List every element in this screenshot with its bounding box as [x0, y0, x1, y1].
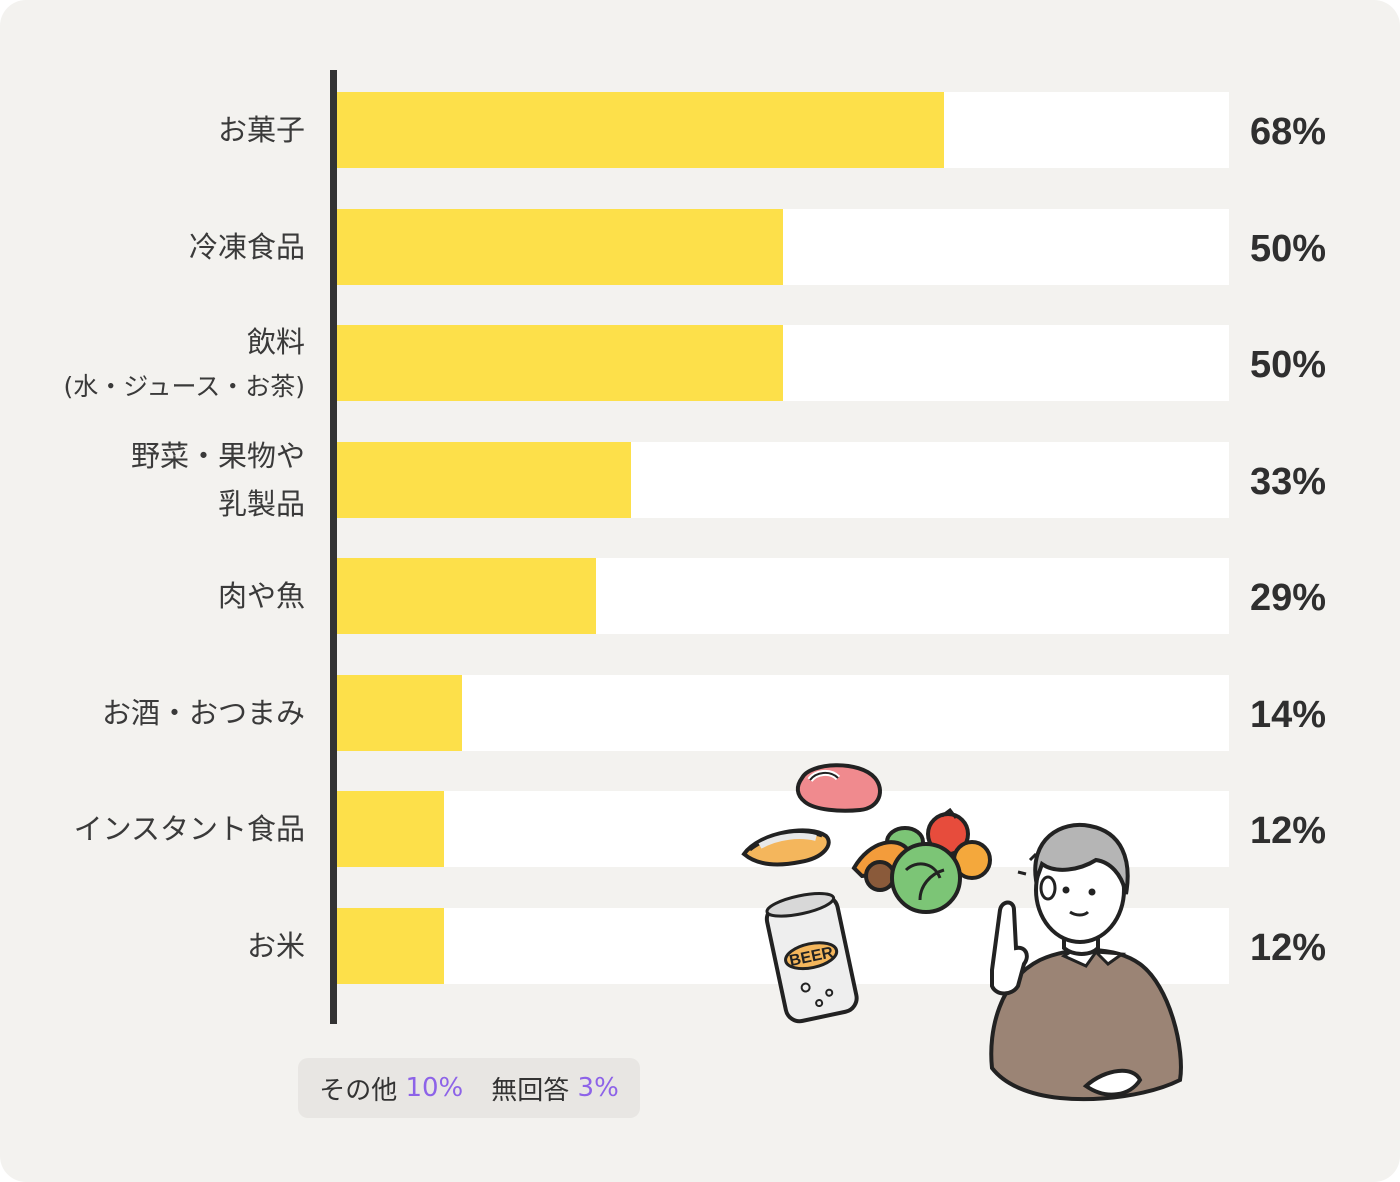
value-label: 68% — [1250, 111, 1327, 153]
meat-icon — [795, 763, 882, 813]
category-label-line: お酒・おつまみ — [101, 696, 305, 730]
bar-row: お菓子 68% — [0, 92, 1400, 168]
category-label: 冷凍食品 — [189, 209, 305, 285]
category-label-line: (水・ジュース・お茶) — [63, 372, 305, 401]
value-label: 50% — [1250, 344, 1327, 386]
category-label: 飲料 (水・ジュース・お茶) — [63, 325, 305, 401]
bar-row: 飲料 (水・ジュース・お茶) 50% — [0, 325, 1400, 401]
bar — [337, 442, 631, 518]
bar-track — [337, 209, 1229, 285]
value-label: 12% — [1250, 927, 1327, 969]
category-label-line: 乳製品 — [217, 487, 305, 521]
bar-track — [337, 92, 1229, 168]
bar-track — [337, 442, 1229, 518]
category-label-line: 肉や魚 — [217, 579, 305, 613]
category-label-line: お米 — [246, 929, 305, 963]
bar — [337, 325, 783, 401]
fish-icon — [741, 828, 831, 867]
value-label: 33% — [1250, 461, 1327, 503]
bar-row: お酒・おつまみ 14% — [0, 675, 1400, 751]
category-label-line: インスタント食品 — [73, 812, 305, 846]
category-label: お米 — [247, 908, 305, 984]
bar-track — [337, 325, 1229, 401]
bar-row: 野菜・果物や乳製品 33% — [0, 439, 1400, 521]
category-label-line: 冷凍食品 — [188, 230, 305, 264]
vegetables-icon — [851, 807, 992, 914]
bar-track — [337, 675, 1229, 751]
food-illustration: BEER — [741, 763, 1183, 1102]
other-value: 10% — [405, 1073, 464, 1103]
no-answer-value: 3% — [577, 1073, 619, 1103]
value-label: 50% — [1250, 228, 1327, 270]
elderly-man-pointing-icon — [989, 823, 1183, 1102]
bar — [337, 675, 462, 751]
bar — [337, 908, 444, 984]
bar — [337, 92, 944, 168]
bar — [337, 558, 596, 634]
value-label: 12% — [1250, 810, 1327, 852]
category-label: 野菜・果物や乳製品 — [131, 439, 305, 521]
bar-row: 冷凍食品 50% — [0, 209, 1400, 285]
value-label: 14% — [1250, 694, 1327, 736]
category-axis-line — [330, 70, 337, 1024]
category-label: お菓子 — [218, 92, 305, 168]
other-responses-note: その他 10% 無回答 3% — [298, 1058, 640, 1118]
category-label-line: お菓子 — [217, 113, 305, 147]
bar — [337, 209, 783, 285]
bar — [337, 791, 444, 867]
category-label: お酒・おつまみ — [102, 675, 305, 751]
other-label: その他 — [319, 1075, 398, 1106]
bar-row: 肉や魚 29% — [0, 558, 1400, 634]
category-label-line: 野菜・果物や — [130, 439, 305, 473]
no-answer-label: 無回答 — [491, 1075, 570, 1106]
value-label: 29% — [1250, 577, 1327, 619]
category-label-line: 飲料 — [246, 325, 305, 359]
beer-can-icon: BEER — [764, 892, 859, 1024]
bar-track — [337, 558, 1229, 634]
category-label: 肉や魚 — [218, 558, 305, 634]
category-label: インスタント食品 — [74, 791, 305, 867]
